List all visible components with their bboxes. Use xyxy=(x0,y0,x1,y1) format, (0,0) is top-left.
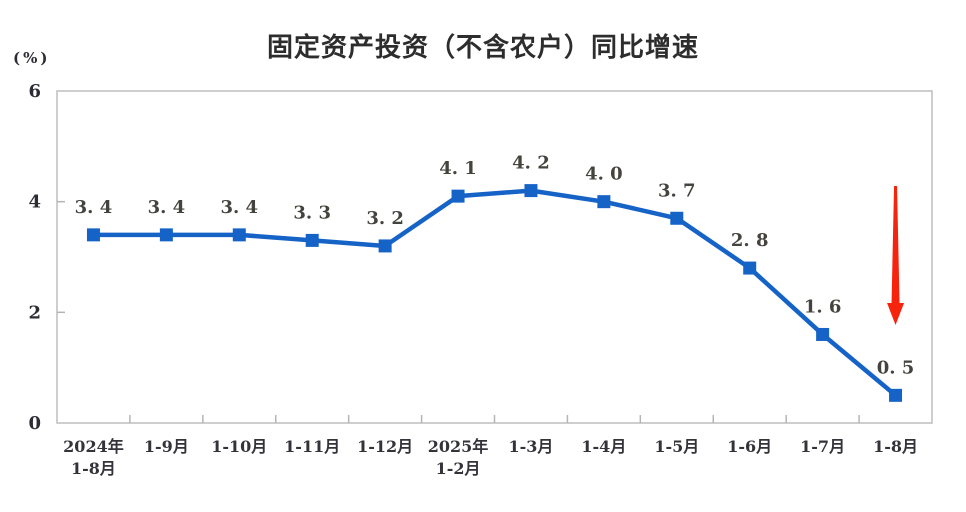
x-axis-tick-labels: 2024年 1-8月 1-9月 1-10月 1-11月 1-12月 2025年 1-2月 1-3… xyxy=(63,437,918,478)
data-point-label: 3. 2 xyxy=(366,208,404,229)
y-axis-tick-label: 4 xyxy=(28,192,41,213)
x-axis-tick-label: 1-5月 xyxy=(654,437,699,456)
data-point-marker xyxy=(378,239,392,253)
data-point-marker xyxy=(159,228,173,242)
data-point-label: 3. 4 xyxy=(148,197,186,218)
data-point-marker xyxy=(305,233,319,247)
data-point-label: 4. 0 xyxy=(585,164,623,185)
data-point-marker xyxy=(743,261,757,275)
x-axis-tick-label: 1-7月 xyxy=(800,437,845,456)
data-point-label: 3. 4 xyxy=(220,197,258,218)
axis-ticks xyxy=(57,200,860,423)
data-point-label: 2. 8 xyxy=(731,230,769,251)
data-point-marker xyxy=(816,327,830,341)
x-axis-tick-label: 1-9月 xyxy=(144,437,189,456)
x-axis-tick-label: 2024年 1-8月 xyxy=(63,437,124,478)
plot-border xyxy=(56,90,933,424)
y-axis-unit-label: (%) xyxy=(13,49,51,67)
x-axis-tick-label: 1-12月 xyxy=(357,437,413,456)
plot-frame xyxy=(56,90,933,424)
x-axis-tick-label: 1-4月 xyxy=(581,437,626,456)
data-point-label: 3. 4 xyxy=(75,197,113,218)
chart-title: 固定资产投资（不含农户）同比增速 xyxy=(266,32,699,62)
data-point-marker xyxy=(670,211,684,225)
data-point-labels: 3. 4 3. 4 3. 4 3. 3 3. 2 4. 1 4. 2 4. 0 3. 7 2. 8… xyxy=(75,153,915,379)
data-point-markers xyxy=(86,184,903,402)
data-point-label: 3. 7 xyxy=(658,180,696,201)
data-point-label: 4. 1 xyxy=(439,158,477,179)
data-point-marker xyxy=(451,189,465,203)
data-point-marker xyxy=(232,228,246,242)
x-axis-tick-label: 1-6月 xyxy=(727,437,772,456)
y-axis-tick-labels: 0 2 4 6 xyxy=(28,81,41,434)
x-axis-tick-label: 1-3月 xyxy=(508,437,553,456)
data-point-marker xyxy=(86,228,100,242)
data-point-label: 4. 2 xyxy=(512,153,550,174)
data-point-label: 3. 3 xyxy=(293,202,331,223)
y-axis-tick-label: 2 xyxy=(28,302,41,323)
down-arrow-icon xyxy=(887,186,905,325)
data-point-marker xyxy=(597,195,611,209)
decline-arrow-annotation xyxy=(887,186,905,325)
data-point-label: 0. 5 xyxy=(877,357,915,378)
series-polyline xyxy=(91,188,898,398)
data-point-label: 1. 6 xyxy=(804,296,842,317)
data-point-marker xyxy=(889,388,903,402)
x-axis-tick-label: 1-11月 xyxy=(284,437,340,456)
x-axis-tick-label: 1-8月 xyxy=(873,437,918,456)
data-series-line xyxy=(91,188,898,398)
x-axis-tick-label: 2025年 1-2月 xyxy=(428,437,489,478)
x-axis-tick-label: 1-10月 xyxy=(211,437,267,456)
y-axis-tick-label: 0 xyxy=(28,413,41,434)
data-point-marker xyxy=(524,184,538,198)
y-axis-tick-label: 6 xyxy=(28,81,41,102)
